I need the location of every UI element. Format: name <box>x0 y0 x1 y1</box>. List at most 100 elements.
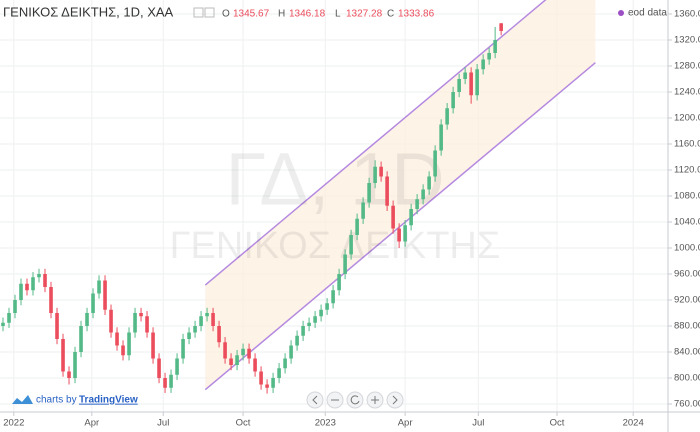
x-tick-label: 2022 <box>3 418 24 429</box>
candle-body <box>85 312 89 326</box>
candle-body <box>133 312 137 333</box>
ohlc-label: H <box>278 9 285 20</box>
source-dot <box>618 10 624 16</box>
candle-body <box>157 358 161 379</box>
candle-body <box>91 293 95 313</box>
y-tick-label: 1240.00 <box>674 86 700 97</box>
candle-body <box>103 280 107 310</box>
scroll-left[interactable] <box>306 391 324 409</box>
candle-body <box>229 358 233 366</box>
credit-text: charts by <box>36 395 77 406</box>
candle-body <box>19 283 23 300</box>
y-tick-label: 760.00 <box>674 399 700 410</box>
credit-link[interactable]: TradingView <box>79 395 138 406</box>
y-tick-label: 1280.00 <box>674 60 700 71</box>
candle-body <box>385 176 389 206</box>
candle-body <box>451 91 455 109</box>
candle-body <box>109 309 113 333</box>
candle-body <box>199 316 203 326</box>
candle-body <box>97 280 101 294</box>
icon <box>392 395 398 405</box>
candle-body <box>421 189 425 200</box>
ohlc-value: 1345.67 <box>233 9 270 20</box>
candle-body <box>367 182 371 203</box>
candle-body <box>427 176 431 190</box>
x-tick-label: 2023 <box>315 418 336 429</box>
candle-body <box>193 325 197 333</box>
candle-body <box>235 355 239 366</box>
source-label: eod data <box>628 8 667 19</box>
candle-body <box>265 384 269 388</box>
y-tick-label: 1120.00 <box>674 165 700 176</box>
y-tick-label: 920.00 <box>674 295 700 306</box>
candle-body <box>223 342 227 359</box>
axes: 760.00 800.00 840.00 880.00 920.00 960.00 1000… <box>3 8 700 428</box>
candle-body <box>1 322 5 326</box>
candle-body <box>349 234 353 255</box>
candle-body <box>409 208 413 226</box>
candle-body <box>277 368 281 379</box>
candle-body <box>355 218 359 235</box>
candle-body <box>115 332 119 346</box>
channel-fill <box>205 0 596 390</box>
candles <box>1 22 503 394</box>
candle-body <box>415 199 419 209</box>
candle-body <box>49 286 53 313</box>
candle-body <box>283 358 287 369</box>
channel-lower <box>204 62 596 391</box>
icon <box>371 396 379 404</box>
candle-body <box>439 124 443 151</box>
candle-body <box>319 309 323 317</box>
candle-body <box>313 316 317 323</box>
y-tick-label: 1200.00 <box>674 112 700 123</box>
ohlc-label: L <box>335 9 341 20</box>
y-tick-label: 880.00 <box>674 321 700 332</box>
candle-body <box>139 312 143 317</box>
candle-body <box>7 312 11 323</box>
y-tick-label: 1040.00 <box>674 217 700 228</box>
reset[interactable] <box>346 391 364 409</box>
candle-body <box>301 325 305 336</box>
candle-body <box>25 283 29 291</box>
candle-body <box>241 348 245 356</box>
candle-body <box>127 332 131 356</box>
toggle-icon[interactable] <box>204 7 215 18</box>
candle-body <box>187 332 191 339</box>
candle-body <box>79 325 83 353</box>
candle-body <box>175 358 179 375</box>
y-tick-label: 840.00 <box>674 347 700 358</box>
candle-body <box>181 338 185 359</box>
candle-body <box>259 371 263 385</box>
candle-body <box>67 371 71 379</box>
icon <box>312 395 318 405</box>
candle-body <box>31 277 35 291</box>
candle-body <box>331 290 335 304</box>
candle-body <box>205 312 209 317</box>
x-tick-label: Oct <box>550 418 565 429</box>
candle-body <box>391 205 395 229</box>
candle-body <box>145 316 149 333</box>
candle-body <box>445 108 449 125</box>
candle-body <box>253 358 257 372</box>
ohlc-readout: O 1345.67 H 1346.18 L 1327.28 C 1333.86 <box>222 9 435 20</box>
candle-body <box>211 312 215 326</box>
candle-body <box>169 374 173 388</box>
candle-body <box>397 228 401 242</box>
tradingview-logo <box>12 395 33 404</box>
y-tick-label: 800.00 <box>674 373 700 384</box>
candle-body <box>469 72 473 96</box>
candle-body <box>481 59 485 70</box>
candle-body <box>499 23 503 31</box>
candle-body <box>463 72 467 79</box>
x-tick-label: Apr <box>398 418 413 429</box>
ohlc-label: O <box>222 9 230 20</box>
y-tick-label: 1360.00 <box>674 8 700 19</box>
candle-body <box>73 352 77 379</box>
ohlc-value: 1333.86 <box>398 9 435 20</box>
toggle-icon[interactable] <box>193 7 204 18</box>
candle-body <box>43 273 47 287</box>
navigation-buttons <box>306 391 404 409</box>
y-tick-label: 960.00 <box>674 269 700 280</box>
scroll-right[interactable] <box>386 391 404 409</box>
